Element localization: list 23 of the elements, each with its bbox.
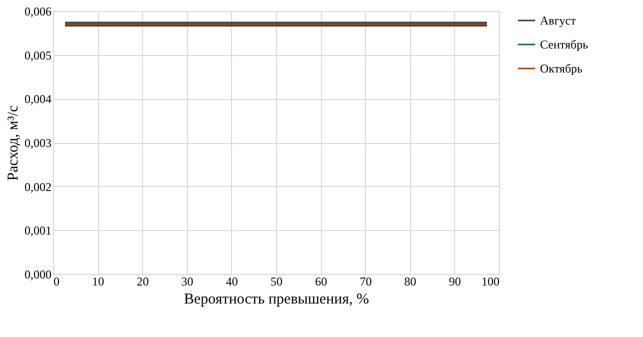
y-tick-label: 0,005	[24, 48, 52, 62]
x-tick-label: 100	[482, 274, 500, 288]
x-tick-label: 0	[54, 274, 60, 288]
x-tick-label: 20	[136, 274, 149, 288]
y-tick-label: 0,001	[24, 224, 52, 238]
legend-label: Октябрь	[540, 62, 584, 76]
y-tick-label: 0,004	[24, 92, 52, 106]
y-axis-title: Расход, м³/с	[6, 104, 22, 181]
x-tick-label: 50	[270, 274, 282, 288]
y-tick-label: 0,002	[24, 180, 52, 194]
x-tick-label: 30	[181, 274, 194, 288]
x-tick-label: 10	[92, 274, 104, 288]
x-tick-label: 90	[448, 274, 461, 288]
x-tick-label: 40	[226, 274, 238, 288]
y-tick-label: 0,003	[24, 136, 52, 150]
x-tick-label: 60	[315, 274, 328, 288]
x-tick-label: 70	[360, 274, 372, 288]
y-tick-label: 0,006	[24, 4, 52, 18]
y-tick-label: 0,000	[24, 268, 52, 282]
x-tick-label: 80	[404, 274, 416, 288]
x-axis-title: Вероятность превышения, %	[184, 292, 370, 308]
legend-label: Сентябрь	[540, 38, 589, 52]
legend-label: Август	[540, 14, 577, 28]
